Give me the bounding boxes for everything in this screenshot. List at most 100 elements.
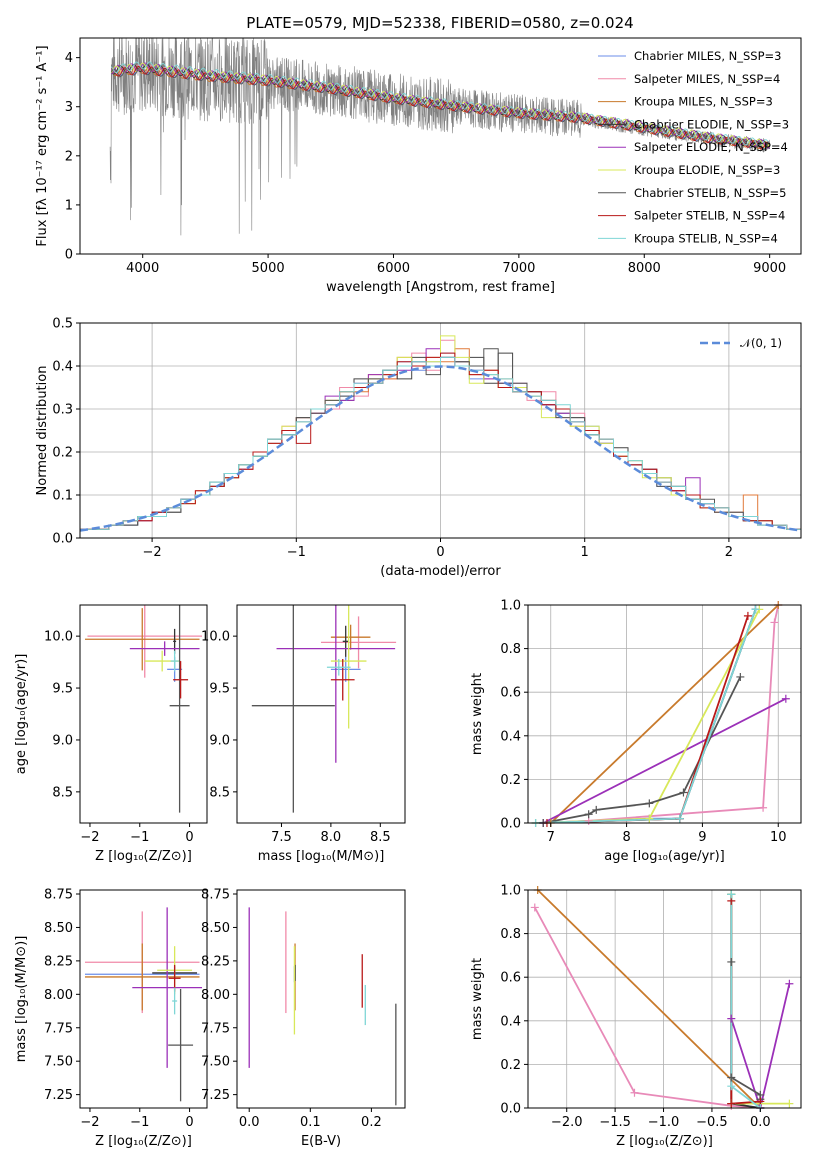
mass_vs_Z-axes: −2 −1 0 7.25 7.50 7.75 8.00 8.25 8.50 8.75 Z [log₁… bbox=[14, 888, 208, 1149]
age_vs_mass-axes: 7.5 8.0 8.5 8.5 9.0 9.5 10.0 mass [log₁₀(M/M⊙)] bbox=[201, 604, 406, 864]
mass_vs_ebv-ytick-label: 7.50 bbox=[201, 1055, 230, 1070]
weight_vs_age-xtick-label: 8 bbox=[622, 830, 630, 845]
weight_vs_age-ytick-label: 0.4 bbox=[500, 729, 521, 744]
weight_vs_age-marker-6 bbox=[736, 672, 745, 681]
mass_vs_ebv-xtick-label: 0.0 bbox=[239, 1115, 260, 1130]
spectrum-xtick-label: 6000 bbox=[377, 261, 410, 276]
mass_vs_Z-ytick-label: 8.75 bbox=[44, 888, 73, 903]
weight_vs_Z-marker-8 bbox=[727, 1082, 736, 1091]
mass_vs_Z-xtick-label: −1 bbox=[130, 1115, 149, 1130]
weight_vs_age-frame bbox=[527, 604, 802, 824]
histogram-8 bbox=[80, 356, 801, 530]
mass_vs_Z-xlabel: Z [log₁₀(Z/Z⊙)] bbox=[95, 1134, 192, 1149]
mass_vs_Z-xtick-label: 0 bbox=[185, 1115, 193, 1130]
spectrum-ytick-label: 2 bbox=[65, 149, 73, 164]
spectrum-plot-area bbox=[109, 38, 770, 236]
weight_vs_age-marker-8 bbox=[751, 605, 760, 614]
spectrum-frame bbox=[79, 37, 802, 255]
weight_vs_Z-xtick-label: −1.5 bbox=[599, 1115, 631, 1130]
residuals-xtick-label: 0 bbox=[436, 545, 444, 560]
mass_vs_ebv-plot-area bbox=[248, 907, 397, 1106]
weight_vs_age-marker-5 bbox=[645, 814, 654, 823]
weight_vs_age-line-4 bbox=[542, 697, 787, 823]
weight_vs_age-ytick-label: 0.6 bbox=[500, 686, 521, 701]
weight_vs_Z-marker-6 bbox=[727, 1073, 736, 1082]
mass_vs_ebv-ytick-label: 8.25 bbox=[201, 954, 230, 969]
legend-label-5: Kroupa ELODIE, N_SSP=3 bbox=[634, 163, 780, 177]
weight_vs_age-ytick-label: 0.2 bbox=[500, 773, 521, 788]
residuals-xtick-label: 1 bbox=[581, 545, 589, 560]
spectrum-ytick-label: 3 bbox=[65, 100, 73, 115]
mass_vs_ebv-ytick-label: 7.25 bbox=[201, 1088, 230, 1103]
spectrum-ytick-label: 1 bbox=[65, 198, 73, 213]
age_vs_mass-xtick-label: 8.0 bbox=[321, 830, 342, 845]
spectrum-xtick-label: 7000 bbox=[502, 261, 535, 276]
residuals-ytick-label: 0.4 bbox=[52, 360, 73, 375]
age_vs_Z-ytick-label: 8.5 bbox=[52, 785, 73, 800]
legend-label-7: Salpeter STELIB, N_SSP=4 bbox=[634, 209, 785, 223]
residuals-ytick-label: 0.1 bbox=[52, 489, 73, 504]
weight_vs_age-line-6 bbox=[543, 676, 742, 823]
mass_vs_Z-frame bbox=[79, 889, 208, 1109]
mass_vs_ebv-frame bbox=[236, 889, 406, 1109]
residuals-axes: 𝒩(0, 1) −2 −1 0 1 2 0.0 0.1 0.2 0.3 0.4 0.5 (data-mo… bbox=[35, 317, 802, 579]
mass_vs_Z-ytick-label: 8.25 bbox=[44, 954, 73, 969]
residuals-ytick-label: 0.5 bbox=[52, 317, 73, 332]
weight_vs_Z-xtick-label: 0.0 bbox=[750, 1115, 771, 1130]
weight_vs_Z-ytick-label: 0.0 bbox=[500, 1102, 521, 1117]
spectrum-xtick-label: 9000 bbox=[753, 261, 786, 276]
spectrum-ytick-label: 0 bbox=[65, 248, 73, 263]
mass_vs_ebv-ytick-label: 7.75 bbox=[201, 1021, 230, 1036]
age_vs_mass-xtick-label: 7.5 bbox=[271, 830, 292, 845]
residuals-plot-area bbox=[80, 335, 801, 532]
age_vs_Z-ytick-label: 9.5 bbox=[52, 682, 73, 697]
residuals-ytick-label: 0.2 bbox=[52, 446, 73, 461]
weight_vs_Z-marker-5 bbox=[785, 1099, 794, 1108]
age_vs_Z-ytick-label: 10.0 bbox=[44, 630, 73, 645]
age_vs_Z-xtick-label: −1 bbox=[130, 830, 149, 845]
weight_vs_Z-ytick-label: 0.6 bbox=[500, 971, 521, 986]
mass_vs_ebv-xlabel: E(B-V) bbox=[301, 1134, 341, 1149]
weight_vs_Z-ytick-label: 0.2 bbox=[500, 1058, 521, 1073]
residuals-xlabel: (data-model)/error bbox=[380, 564, 501, 579]
residuals-ytick-label: 0.3 bbox=[52, 403, 73, 418]
spectrum-xtick-label: 8000 bbox=[628, 261, 661, 276]
weight_vs_Z-line-1 bbox=[534, 906, 761, 1108]
weight_vs_Z-marker-7 bbox=[727, 1099, 736, 1108]
weight_vs_Z-marker-8 bbox=[727, 890, 736, 899]
residuals-ytick-label: 0.0 bbox=[52, 532, 73, 547]
weight_vs_Z-ylabel: mass weight bbox=[470, 958, 485, 1040]
weight_vs_age-line-2 bbox=[550, 605, 779, 823]
residuals-ylabel: Normed distribution bbox=[35, 366, 50, 496]
age_vs_Z-ylabel: age [log₁₀(age/yr)] bbox=[14, 654, 29, 775]
age_vs_Z-axes: −2 −1 0 8.5 9.0 9.5 10.0 Z [log₁₀(Z/Z⊙)] age [lo… bbox=[14, 604, 208, 864]
mass_vs_ebv-axes: 0.0 0.1 0.2 7.25 7.50 7.75 8.00 8.25 8.50 8.75 E(B… bbox=[201, 888, 406, 1149]
weight_vs_age-ytick-label: 0.8 bbox=[500, 642, 521, 657]
weight_vs_age-xtick-label: 9 bbox=[698, 830, 706, 845]
weight_vs_age-marker-4 bbox=[781, 694, 790, 703]
weight_vs_Z-ytick-label: 0.4 bbox=[500, 1014, 521, 1029]
legend-label-6: Chabrier STELIB, N_SSP=5 bbox=[634, 186, 786, 200]
spectrum-xtick-label: 5000 bbox=[252, 261, 285, 276]
weight_vs_age-xtick-label: 10 bbox=[770, 830, 787, 845]
mass_vs_Z-ytick-label: 7.50 bbox=[44, 1055, 73, 1070]
weight_vs_Z-ytick-label: 1.0 bbox=[500, 884, 521, 899]
residuals-xtick-label: 2 bbox=[725, 545, 733, 560]
mass_vs_Z-plot-area bbox=[84, 907, 203, 1102]
gaussian-curve bbox=[80, 365, 801, 532]
legend-label-0: Chabrier MILES, N_SSP=3 bbox=[634, 49, 781, 63]
spectrum-ylabel: Flux [fλ 10⁻¹⁷ erg cm⁻² s⁻¹ A⁻¹] bbox=[35, 45, 50, 246]
weight_vs_Z-line-2 bbox=[537, 890, 761, 1108]
weight_vs_age-marker-6 bbox=[679, 788, 688, 797]
weight_vs_age-marker-7 bbox=[743, 611, 752, 620]
age_vs_mass-plot-area bbox=[251, 605, 397, 813]
figure-title: PLATE=0579, MJD=52338, FIBERID=0580, z=0… bbox=[246, 14, 633, 32]
age_vs_mass-xtick-label: 8.5 bbox=[370, 830, 391, 845]
weight_vs_Z-marker-4 bbox=[785, 979, 794, 988]
spectrum-axes: Chabrier MILES, N_SSP=3 Salpeter MILES, N… bbox=[35, 37, 802, 295]
weight_vs_age-ylabel: mass weight bbox=[470, 673, 485, 755]
age_vs_mass-ytick-label: 8.5 bbox=[209, 785, 230, 800]
mass_vs_Z-ylabel: mass [log₁₀(M/M⊙)] bbox=[14, 936, 29, 1063]
model-spectrum-8 bbox=[110, 61, 770, 148]
mass_vs_Z-xtick-label: −2 bbox=[80, 1115, 99, 1130]
